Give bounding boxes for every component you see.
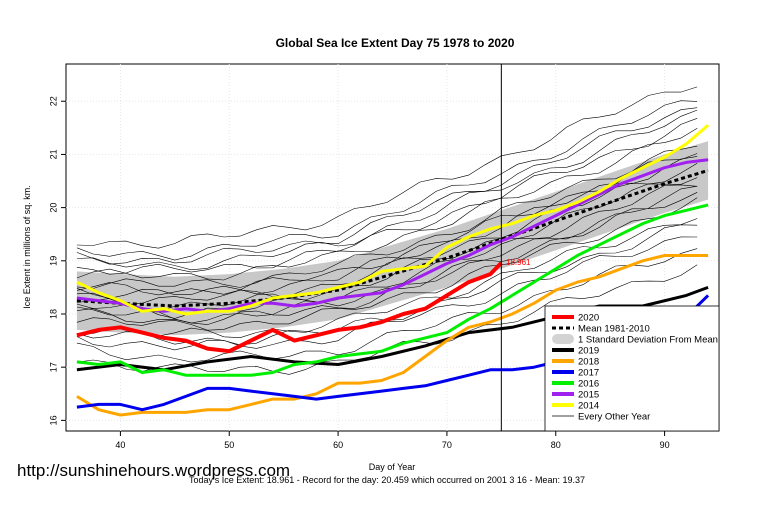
mean-line [76,168,709,308]
legend-label-1-standard-deviation-from-mean: 1 Standard Deviation From Mean [578,335,718,346]
legend-label-2018: 2018 [578,357,599,368]
legend-label-2014: 2014 [578,401,599,412]
y-axis-label: Ice Extent in millions of sq. km. [22,185,32,309]
series-line-2020 [76,261,503,354]
source-url: http://sunshinehours.wordpress.com [17,461,290,480]
series-line-2015 [76,158,709,313]
x-axis-label: Day of Year [369,462,416,472]
x-tick-label-80: 80 [551,440,561,450]
y-tick-label-16: 16 [48,415,58,425]
y-tick-label-20: 20 [48,203,58,213]
x-tick-label-40: 40 [115,440,125,450]
y-tick-label-17: 17 [48,362,58,372]
y-tick-label-18: 18 [48,309,58,319]
chart-title: Global Sea Ice Extent Day 75 1978 to 202… [276,36,515,50]
y-tick-label-22: 22 [48,96,58,106]
legend-label-2016: 2016 [578,379,599,390]
y-axis-ticks: 16 17 18 19 20 21 22 [48,96,66,425]
series-line-2016 [76,203,709,377]
other-year-line [76,100,698,261]
x-axis-ticks: 40 50 60 70 80 90 [115,431,670,450]
other-year-line [76,156,698,299]
other-year-line [76,184,698,319]
x-tick-label-50: 50 [224,440,234,450]
x-tick-label-70: 70 [442,440,452,450]
legend-label-2017: 2017 [578,368,599,379]
x-tick-label-60: 60 [333,440,343,450]
other-year-line [76,153,698,296]
y-tick-label-19: 19 [48,256,58,266]
other-year-line [76,145,698,289]
year-series [76,124,710,417]
series-line-2014 [76,124,710,316]
other-year-line [76,118,698,275]
other-year-line [76,177,698,312]
other-year-line [76,128,698,281]
other-year-line [76,109,698,271]
legend-label-2020: 2020 [578,313,599,324]
every-other-year-lines [76,86,698,375]
other-year-line [76,163,698,306]
legend-label-2015: 2015 [578,390,599,401]
mean-1981-2010-line [76,168,709,308]
other-year-line [76,86,698,249]
footer-summary: Today's Ice Extent: 18.961 - Record for … [189,475,585,485]
today-value-label: 18.961 [506,258,531,267]
series-line-2018 [76,254,709,417]
other-year-line [76,107,698,265]
legend-label-every-other-year: Every Other Year [578,412,650,423]
legend-label-mean-1981-2010: Mean 1981-2010 [578,324,650,335]
other-year-line [76,197,698,331]
legend-swatch-band [552,334,574,344]
legend-label-2019: 2019 [578,346,599,357]
x-tick-label-90: 90 [660,440,670,450]
y-tick-label-21: 21 [48,149,58,159]
